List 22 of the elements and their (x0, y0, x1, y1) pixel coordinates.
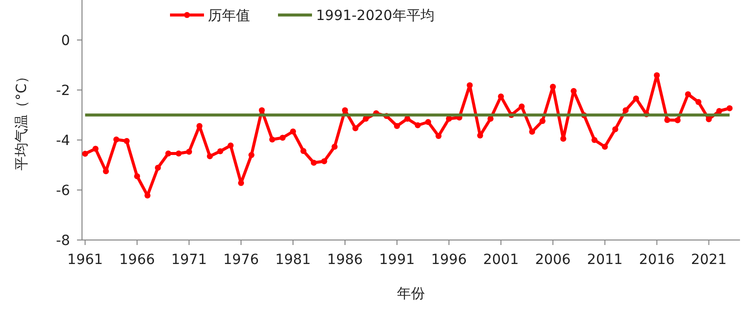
x-tick-label: 2001 (483, 252, 519, 268)
x-tick-label: 1996 (431, 252, 467, 268)
y-tick-label: 0 (61, 33, 70, 49)
y-tick-label: -6 (56, 183, 70, 199)
y-tick-label: -2 (56, 83, 70, 99)
legend-label: 1991-2020年平均 (316, 8, 434, 24)
x-tick-label: 1986 (327, 252, 363, 268)
x-tick-label: 2011 (587, 252, 623, 268)
y-tick-label: -8 (56, 233, 70, 249)
x-tick-label: 1966 (119, 252, 155, 268)
x-tick-label: 1971 (171, 252, 207, 268)
x-tick-label: 1976 (223, 252, 259, 268)
x-tick-label: 1981 (275, 252, 311, 268)
x-tick-label: 1991 (379, 252, 415, 268)
x-axis-title: 年份 (397, 286, 425, 302)
x-tick-label: 2016 (639, 252, 675, 268)
y-tick-label: -4 (56, 133, 70, 149)
x-tick-label: 2021 (690, 252, 727, 268)
x-tick-label: 2006 (535, 252, 571, 268)
y-axis-title: 平均气温（°C） (14, 70, 30, 170)
legend-label: 历年值 (208, 8, 250, 24)
x-tick-label: 1961 (67, 252, 103, 268)
